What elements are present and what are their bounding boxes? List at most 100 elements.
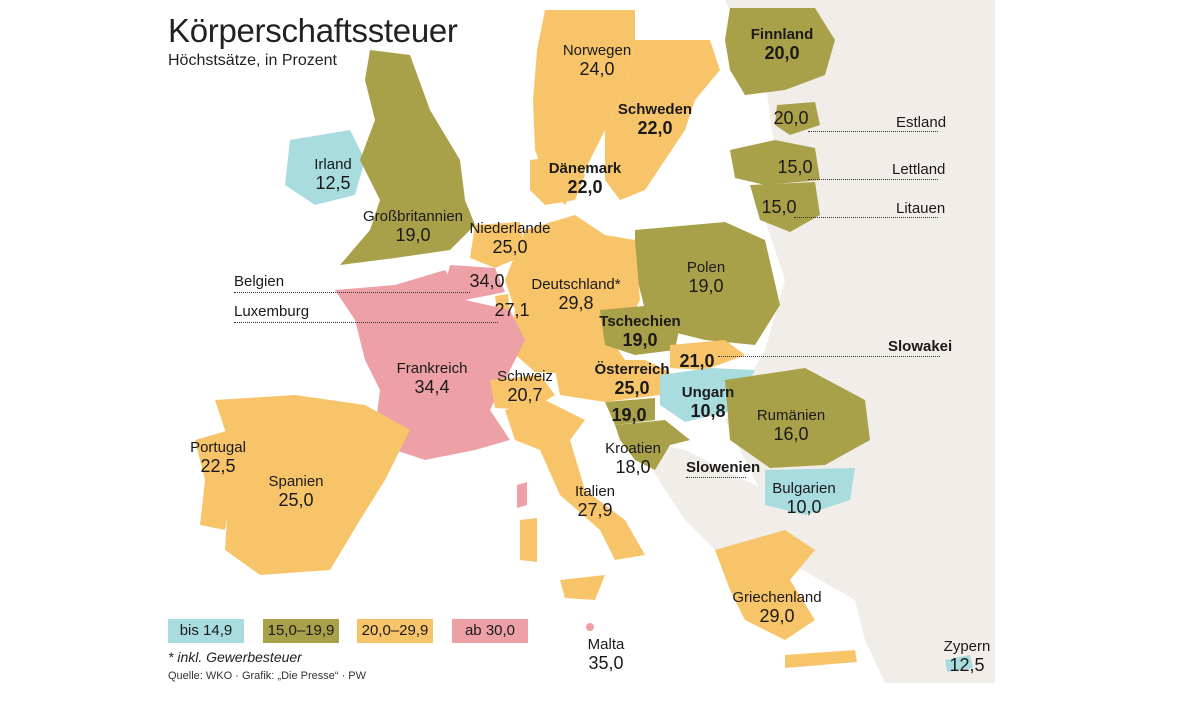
portugal-name: Portugal	[190, 439, 246, 456]
deutschland-name: Deutschland*	[531, 276, 621, 293]
rumaenien-value: 16,0	[773, 424, 809, 445]
italien-name: Italien	[574, 483, 616, 500]
norwegen-value: 24,0	[579, 59, 615, 80]
land-zypern	[945, 655, 973, 672]
land-tschechien	[600, 305, 680, 355]
portugal-value: 22,5	[200, 456, 236, 477]
label-portugal: Portugal 22,5	[190, 439, 246, 477]
grossbritannien-value: 19,0	[395, 225, 431, 246]
land-niederlande	[470, 222, 525, 268]
malta-name: Malta	[587, 636, 625, 653]
label-irland: Irland 12,5	[314, 156, 352, 194]
value-estland: 20,0	[773, 108, 808, 129]
source-line: Quelle: WKO · Grafik: „Die Presse“ · PW	[168, 670, 367, 682]
land-sizilien	[560, 575, 605, 600]
land-korsika	[517, 482, 527, 508]
leader-belgien	[234, 292, 470, 293]
finnland-name: Finnland	[750, 26, 814, 43]
label-oesterreich: Österreich 25,0	[594, 361, 669, 399]
luxemburg-value: 27,1	[494, 300, 530, 320]
land-kreta	[785, 650, 857, 668]
land-schweiz	[490, 375, 555, 410]
malta-value: 35,0	[588, 653, 624, 674]
land-spanien	[215, 395, 410, 575]
griechenland-value: 29,0	[759, 606, 795, 627]
slowakei-value: 21,0	[679, 351, 715, 371]
deutschland-value: 29,8	[558, 293, 594, 314]
label-polen: Polen 19,0	[687, 259, 725, 297]
land-italien	[505, 400, 645, 560]
value-luxemburg: 27,1	[494, 300, 529, 321]
land-portugal	[195, 430, 235, 530]
label-kroatien: Kroatien 18,0	[605, 440, 661, 478]
label-tschechien: Tschechien 19,0	[599, 313, 680, 351]
value-litauen: 15,0	[761, 197, 796, 218]
tschechien-name: Tschechien	[599, 313, 681, 330]
label-zypern: Zypern 12,5	[944, 638, 991, 676]
legend-20-29-9: 20,0–29,9	[357, 619, 433, 643]
value-belgien: 34,0	[469, 271, 504, 292]
legend-ab-30: ab 30,0	[452, 619, 528, 643]
estland-value: 20,0	[773, 108, 809, 128]
irland-name: Irland	[314, 156, 352, 173]
leader-slowakei	[718, 356, 940, 357]
land-frankreich	[335, 270, 525, 460]
oesterreich-value: 25,0	[614, 378, 650, 399]
griechenland-name: Griechenland	[732, 589, 822, 606]
irland-value: 12,5	[315, 173, 351, 194]
kroatien-name: Kroatien	[605, 440, 661, 457]
daenemark-name: Dänemark	[548, 160, 622, 177]
page-title: Körperschaftssteuer	[168, 12, 458, 49]
land-schweden	[605, 40, 720, 200]
value-slowenien: 19,0	[611, 405, 646, 426]
frankreich-value: 34,4	[414, 377, 450, 398]
ungarn-value: 10,8	[690, 401, 726, 422]
land-kroatien	[615, 420, 690, 470]
grossbritannien-name: Großbritannien	[362, 208, 464, 225]
label-schweiz: Schweiz 20,7	[497, 368, 553, 406]
daenemark-value: 22,0	[567, 177, 603, 198]
norwegen-name: Norwegen	[562, 42, 632, 59]
footnote: * inkl. Gewerbesteuer	[168, 649, 302, 665]
polen-name: Polen	[686, 259, 726, 276]
side-label-litauen: Litauen	[896, 200, 946, 217]
side-label-lettland: Lettland	[892, 161, 946, 178]
land-belgien	[445, 265, 505, 300]
leader-litauen	[794, 217, 938, 218]
ungarn-name: Ungarn	[681, 384, 735, 401]
leader-luxemburg	[234, 322, 498, 323]
side-label-estland: Estland	[896, 114, 947, 131]
side-label-slowakei: Slowakei	[888, 338, 953, 355]
land-sardinien	[520, 518, 537, 562]
side-label-slowenien: Slowenien	[686, 459, 761, 476]
label-grossbritannien: Großbritannien 19,0	[363, 208, 463, 246]
label-daenemark: Dänemark 22,0	[549, 160, 622, 198]
bulgarien-name: Bulgarien	[772, 480, 836, 497]
leader-estland	[808, 131, 938, 132]
land-oesterreich	[555, 360, 670, 402]
leader-lettland	[808, 179, 938, 180]
land-finnland	[725, 8, 835, 95]
legend-bis-14-9: bis 14,9	[168, 619, 244, 643]
spanien-value: 25,0	[278, 490, 314, 511]
kroatien-value: 18,0	[615, 457, 651, 478]
tschechien-value: 19,0	[622, 330, 658, 351]
frankreich-name: Frankreich	[396, 360, 468, 377]
label-ungarn: Ungarn 10,8	[682, 384, 735, 422]
label-norwegen: Norwegen 24,0	[563, 42, 631, 80]
italien-value: 27,9	[577, 500, 613, 521]
land-irland	[285, 130, 365, 205]
polen-value: 19,0	[688, 276, 724, 297]
page-subtitle: Höchstsätze, in Prozent	[168, 52, 337, 69]
schweden-value: 22,0	[637, 118, 673, 139]
schweden-name: Schweden	[617, 101, 693, 118]
label-rumaenien: Rumänien 16,0	[757, 407, 825, 445]
niederlande-value: 25,0	[492, 237, 528, 258]
land-litauen	[750, 182, 820, 232]
label-malta: Malta 35,0	[588, 636, 625, 674]
finnland-value: 20,0	[764, 43, 800, 64]
label-schweden: Schweden 22,0	[618, 101, 692, 139]
land-grossbritannien	[340, 50, 475, 265]
land-slowenien	[605, 398, 655, 425]
schweiz-value: 20,7	[507, 385, 543, 406]
